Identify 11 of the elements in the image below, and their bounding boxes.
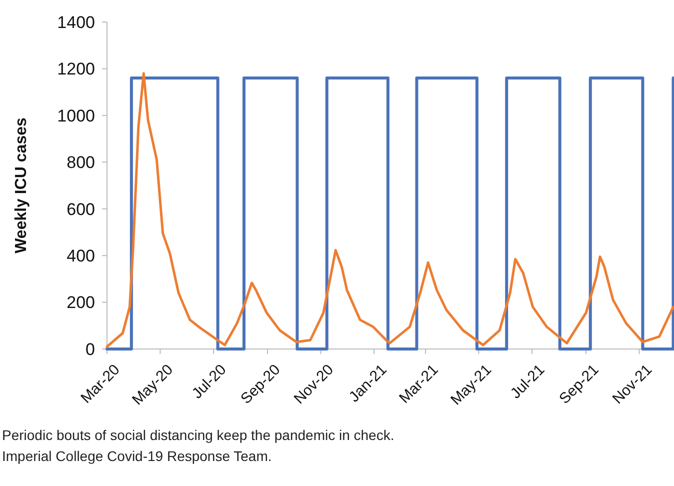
y-tick-label: 1000: [57, 106, 95, 126]
y-tick-label: 1200: [57, 60, 95, 79]
y-tick-label: 600: [66, 200, 95, 219]
y-tick-label: 0: [86, 340, 95, 359]
text: Imperial College Covid-19 Response Team.: [2, 448, 272, 464]
y-tick-label: 800: [66, 153, 95, 172]
y-axis-title: Weekly ICU cases: [13, 118, 30, 254]
y-tick-label: 400: [66, 246, 95, 266]
text: Periodic bouts of social distancing keep the pandemic in check.: [2, 427, 394, 443]
y-tick-label: 200: [66, 293, 95, 312]
y-tick-label: 1400: [57, 12, 95, 32]
